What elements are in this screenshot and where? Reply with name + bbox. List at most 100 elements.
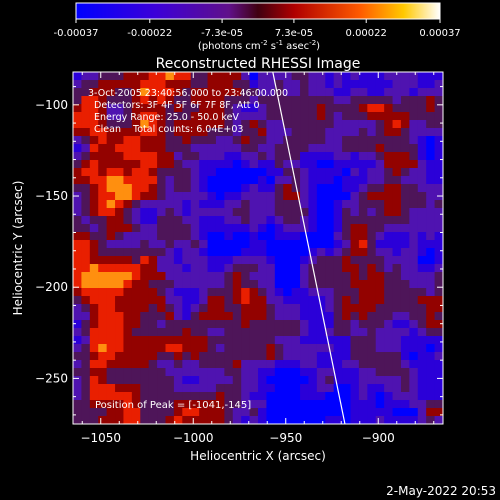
heatmap-cell	[417, 392, 427, 401]
heatmap-cell	[316, 184, 326, 193]
heatmap-cell	[241, 288, 251, 297]
heatmap-cell	[392, 384, 402, 393]
heatmap-cell	[224, 344, 234, 353]
heatmap-cell	[215, 176, 225, 185]
heatmap-cell	[165, 96, 175, 105]
heatmap-cell	[157, 232, 167, 241]
heatmap-cell	[375, 128, 385, 137]
heatmap-cell	[417, 280, 427, 289]
heatmap-cell	[266, 208, 276, 217]
heatmap-cell	[89, 168, 99, 177]
heatmap-cell	[342, 192, 352, 201]
heatmap-cell	[434, 288, 443, 297]
heatmap-cell	[199, 336, 209, 345]
heatmap-cell	[409, 192, 419, 201]
heatmap-cell	[375, 384, 385, 393]
heatmap-cell	[258, 416, 268, 424]
heatmap-cell	[173, 152, 183, 161]
heatmap-cell	[224, 392, 234, 401]
heatmap-cell	[367, 72, 377, 81]
heatmap-cell	[400, 152, 410, 161]
heatmap-cell	[249, 192, 259, 201]
heatmap-cell	[384, 256, 394, 265]
heatmap-cell	[342, 88, 352, 97]
heatmap-cell	[241, 184, 251, 193]
heatmap-cell	[131, 168, 141, 177]
heatmap-cell	[308, 288, 318, 297]
heatmap-cell	[400, 112, 410, 121]
heatmap-cell	[325, 224, 335, 233]
heatmap-cell	[417, 160, 427, 169]
heatmap-cell	[266, 96, 276, 105]
heatmap-cell	[434, 104, 443, 113]
heatmap-cell	[300, 240, 310, 249]
heatmap-cell	[199, 216, 209, 225]
heatmap-cell	[115, 392, 125, 401]
heatmap-cell	[131, 120, 141, 129]
heatmap-cell	[283, 416, 293, 424]
heatmap-cell	[316, 288, 326, 297]
heatmap-cell	[266, 128, 276, 137]
heatmap-cell	[190, 360, 200, 369]
heatmap-cell	[140, 184, 150, 193]
heatmap-cell	[106, 120, 116, 129]
heatmap-cell	[358, 272, 368, 281]
heatmap-cell	[140, 384, 150, 393]
heatmap-cell	[434, 184, 443, 193]
heatmap-cell	[140, 120, 150, 129]
heatmap-cell	[190, 112, 200, 121]
heatmap-cell	[140, 344, 150, 353]
heatmap-cell	[409, 88, 419, 97]
heatmap-cell	[283, 152, 293, 161]
heatmap-cell	[73, 288, 83, 297]
y-axis-label: Heliocentric Y (arcsec)	[11, 181, 25, 316]
heatmap-cell	[316, 96, 326, 105]
heatmap-cell	[207, 384, 217, 393]
heatmap-cell	[384, 192, 394, 201]
heatmap-cell	[241, 224, 251, 233]
heatmap-cell	[215, 320, 225, 329]
heatmap-cell	[258, 224, 268, 233]
heatmap-cell	[165, 384, 175, 393]
heatmap-cell	[241, 120, 251, 129]
heatmap-cell	[190, 352, 200, 361]
heatmap-cell	[300, 248, 310, 257]
heatmap-cell	[81, 152, 91, 161]
heatmap-cell	[291, 384, 301, 393]
heatmap-cell	[89, 112, 99, 121]
heatmap-cell	[367, 144, 377, 153]
heatmap-cell	[283, 120, 293, 129]
heatmap-cell	[274, 240, 284, 249]
heatmap-cell	[434, 120, 443, 129]
heatmap-cell	[98, 304, 108, 313]
heatmap-cell	[98, 96, 108, 105]
heatmap-cell	[350, 400, 360, 409]
heatmap-cell	[98, 120, 108, 129]
heatmap-cell	[98, 416, 108, 424]
heatmap-cell	[190, 248, 200, 257]
heatmap-cell	[207, 96, 217, 105]
heatmap-cell	[417, 168, 427, 177]
heatmap-cell	[165, 272, 175, 281]
heatmap-cell	[358, 312, 368, 321]
heatmap-cell	[308, 72, 318, 81]
heatmap-cell	[358, 416, 368, 424]
heatmap-cell	[409, 112, 419, 121]
heatmap-cell	[342, 304, 352, 313]
heatmap-cell	[409, 72, 419, 81]
heatmap-cell	[157, 240, 167, 249]
heatmap-cell	[148, 336, 158, 345]
heatmap-cell	[308, 360, 318, 369]
heatmap-cell	[115, 336, 125, 345]
heatmap-cell	[106, 192, 116, 201]
heatmap-cell	[417, 352, 427, 361]
heatmap-cell	[81, 320, 91, 329]
heatmap-cell	[375, 416, 385, 424]
heatmap-cell	[241, 304, 251, 313]
heatmap-cell	[81, 104, 91, 113]
heatmap-cell	[140, 168, 150, 177]
heatmap-cell	[350, 280, 360, 289]
heatmap-cell	[426, 280, 436, 289]
heatmap-cell	[400, 328, 410, 337]
heatmap-cell	[325, 376, 335, 385]
